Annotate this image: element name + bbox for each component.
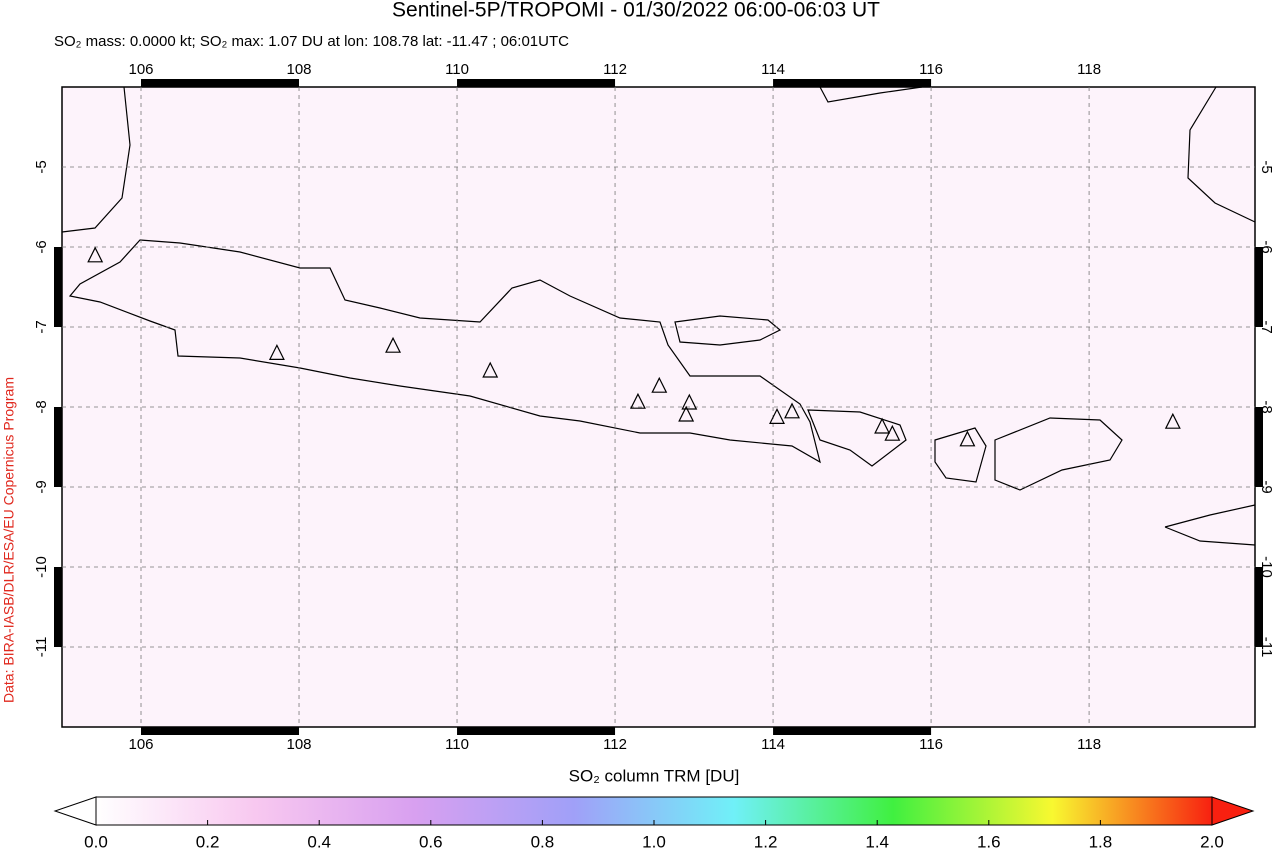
volcano [629, 392, 646, 409]
x-tick-label: 106 [128, 61, 153, 78]
volcano [1164, 412, 1181, 429]
colorbar-tick-label: 0.6 [419, 832, 443, 851]
frame-band [54, 567, 62, 647]
x-tick-label: 114 [761, 61, 785, 78]
volcano [681, 393, 698, 410]
frame-band [141, 727, 300, 735]
colorbar-tick-label: 0.4 [307, 832, 331, 851]
y-tick-label: -5 [1258, 160, 1272, 173]
x-tick-label: 108 [287, 61, 312, 78]
frame-band [54, 247, 62, 327]
volcano [884, 424, 901, 441]
y-tick-label: -11 [33, 637, 50, 658]
volcano [482, 361, 499, 378]
volcano [784, 402, 800, 419]
coastlines [61, 86, 1256, 546]
x-tick-label: 106 [128, 736, 153, 753]
colorbar-label: SO₂ column TRM [DU] [569, 766, 740, 785]
frame-band [773, 727, 932, 735]
y-tick-label: -10 [33, 556, 50, 578]
volcano [87, 246, 104, 263]
colorbar-tick-label: 1.0 [642, 832, 666, 851]
x-tick-label: 108 [287, 736, 312, 753]
x-tick-label: 112 [603, 61, 627, 78]
y-tick-label: -10 [1258, 556, 1272, 578]
x-tick-label: 118 [1077, 61, 1101, 78]
y-tick-label: -6 [33, 240, 50, 253]
volcano [268, 344, 285, 360]
x-tick-label: 110 [445, 736, 469, 753]
volcano [651, 376, 668, 393]
frame-band [457, 79, 616, 87]
x-tick-label: 116 [919, 736, 943, 753]
x-tick-label: 110 [445, 61, 469, 78]
y-tick-label: -8 [33, 400, 50, 413]
frame-band [141, 79, 300, 87]
y-tick-label: -6 [1258, 240, 1272, 253]
y-tick-label: -8 [1258, 400, 1272, 413]
frame-band [773, 79, 932, 87]
colorbar-tick-label: 2.0 [1200, 832, 1224, 851]
colorbar-over [1211, 796, 1255, 826]
layer: 106 106 108 108 110 110 112 112 114 114 116 116 118 1… [33, 61, 1272, 753]
credit: Data: BIRA-IASB/DLR/ESA/EU Copernicus Pr… [1, 377, 17, 703]
x-tick-label: 114 [761, 736, 785, 753]
frame-band [54, 407, 62, 487]
colorbar-under [53, 796, 97, 826]
colorbar-tick-label: 1.8 [1089, 832, 1113, 851]
colorbar-tick-label: 1.4 [865, 832, 889, 851]
chart-subtitle: SO₂ mass: 0.0000 kt; SO₂ max: 1.07 DU at… [54, 33, 569, 50]
x-tick-label: 118 [1077, 736, 1101, 753]
volcano [678, 405, 695, 422]
y-tick-label: -5 [33, 160, 50, 173]
frame-band [1255, 247, 1263, 327]
colorbar-tick-label: 1.2 [754, 832, 778, 851]
x-tick-label: 112 [603, 736, 627, 753]
y-tick-label: -7 [33, 320, 50, 333]
colorbar-tick-label: 1.6 [977, 832, 1001, 851]
colorbar-tick-label: 0.0 [84, 832, 108, 851]
frame-band [1255, 567, 1263, 647]
chart-title: Sentinel-5P/TROPOMI - 01/30/2022 06:00-0… [392, 0, 880, 22]
volcano [769, 408, 785, 424]
colorbar-tick-label: 0.8 [531, 832, 555, 851]
frame-band [457, 727, 616, 735]
x-tick-label: 116 [919, 61, 943, 78]
colorbar-tick-label: 0.2 [196, 832, 220, 851]
y-tick-label: -9 [33, 480, 50, 493]
volcano [959, 430, 976, 447]
frame-band [1255, 407, 1263, 487]
volcano [874, 417, 891, 434]
volcano [385, 336, 402, 353]
